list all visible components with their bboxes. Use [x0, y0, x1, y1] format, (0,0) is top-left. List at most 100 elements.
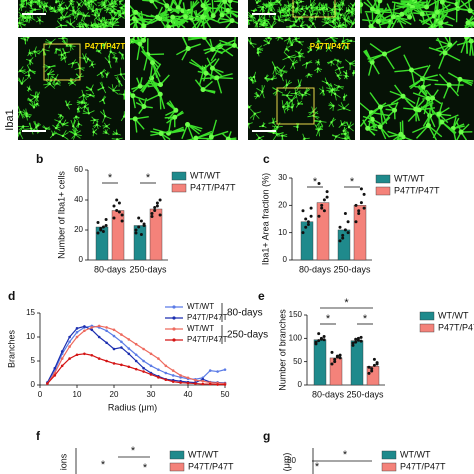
cell-body	[231, 42, 237, 48]
legend-label: WT/WT	[190, 170, 221, 180]
series-marker	[201, 377, 205, 381]
cell-body	[84, 3, 87, 6]
x-tick-label: 20	[110, 390, 119, 399]
cell-body	[286, 14, 290, 17]
cell-body	[264, 77, 267, 80]
cell-body	[111, 9, 114, 13]
cell-body	[336, 59, 340, 62]
data-point	[357, 212, 361, 216]
cell-body	[210, 46, 216, 52]
legend-group: 250-days	[227, 330, 268, 341]
cell-body	[310, 13, 313, 17]
cell-body	[105, 73, 109, 76]
cell-body	[337, 67, 341, 70]
y-axis-label: (μm)	[281, 453, 291, 472]
legend-label: WT/WT	[400, 449, 431, 459]
cell-body	[65, 7, 69, 10]
cell-process	[379, 106, 384, 125]
legend-swatch	[381, 462, 397, 472]
cell-body	[322, 6, 326, 9]
cell-body	[203, 70, 209, 76]
series-marker	[60, 350, 64, 353]
sig-star: *	[363, 313, 368, 325]
cell-process	[436, 37, 446, 54]
cell-body	[90, 63, 94, 66]
series-marker	[157, 376, 160, 379]
cell-body	[276, 125, 279, 129]
micrograph	[360, 37, 474, 140]
cell-body	[109, 50, 112, 53]
cell-body	[185, 45, 191, 51]
cell-body	[309, 3, 313, 7]
cell-process	[203, 37, 206, 38]
cell-body	[80, 101, 84, 104]
series-marker	[186, 376, 190, 380]
data-point	[359, 187, 363, 191]
cell-body	[285, 94, 289, 97]
cell-process	[396, 2, 413, 9]
cell-body	[256, 94, 260, 97]
cell-body	[343, 132, 347, 136]
cell-body	[112, 89, 115, 92]
cell-body	[164, 3, 170, 9]
cell-body	[210, 13, 216, 19]
data-point	[101, 230, 105, 233]
bar	[133, 225, 147, 261]
cell-body	[390, 14, 396, 20]
micrograph	[18, 0, 125, 28]
cell-body	[337, 85, 340, 88]
legend-marker	[172, 327, 176, 331]
data-point	[320, 206, 324, 210]
cell-process	[159, 94, 166, 109]
y-tick-label: 0	[31, 380, 36, 389]
cell-body	[61, 134, 65, 138]
cell-body	[122, 115, 125, 118]
zoom-box	[276, 87, 315, 125]
panel-letter: e	[258, 289, 265, 303]
cell-process	[210, 46, 221, 62]
cell-body	[256, 51, 260, 55]
data-point	[139, 233, 143, 236]
cell-body	[166, 24, 172, 28]
cell-body	[342, 129, 345, 133]
cell-body	[368, 23, 374, 28]
x-tick-label: 250-days	[333, 264, 371, 274]
series-marker	[149, 364, 153, 368]
sig-star: *	[315, 461, 320, 473]
cell-body	[468, 38, 474, 44]
x-tick-label: 80-days	[312, 389, 345, 399]
cell-body	[193, 135, 199, 140]
data-point	[362, 192, 366, 196]
data-point	[317, 181, 321, 185]
cell-body	[38, 5, 42, 8]
cell-body	[303, 137, 306, 140]
cell-process	[425, 0, 428, 8]
cell-body	[214, 75, 220, 81]
data-point	[120, 213, 124, 217]
cell-body	[309, 48, 313, 52]
cell-process	[210, 119, 218, 138]
data-point	[370, 367, 374, 371]
legend-swatch	[375, 174, 391, 184]
cell-body	[131, 16, 137, 22]
cell-process	[233, 44, 238, 50]
zoom-box	[292, 0, 336, 18]
data-point	[372, 363, 376, 367]
cell-body	[332, 104, 335, 108]
cell-body	[330, 121, 333, 124]
data-point	[356, 336, 360, 340]
data-point	[96, 221, 100, 224]
series-marker	[134, 342, 138, 346]
cell-process	[248, 123, 249, 125]
series-marker	[194, 378, 197, 382]
cell-body	[317, 39, 320, 43]
cell-process	[464, 37, 467, 38]
cell-body	[71, 62, 75, 65]
cell-process	[410, 69, 416, 87]
legend-label: P47T/P47T	[400, 461, 446, 471]
cell-body	[408, 67, 414, 73]
cell-body	[392, 107, 398, 113]
sig-star: *	[131, 445, 136, 457]
data-point	[325, 195, 329, 199]
data-point	[338, 225, 342, 229]
